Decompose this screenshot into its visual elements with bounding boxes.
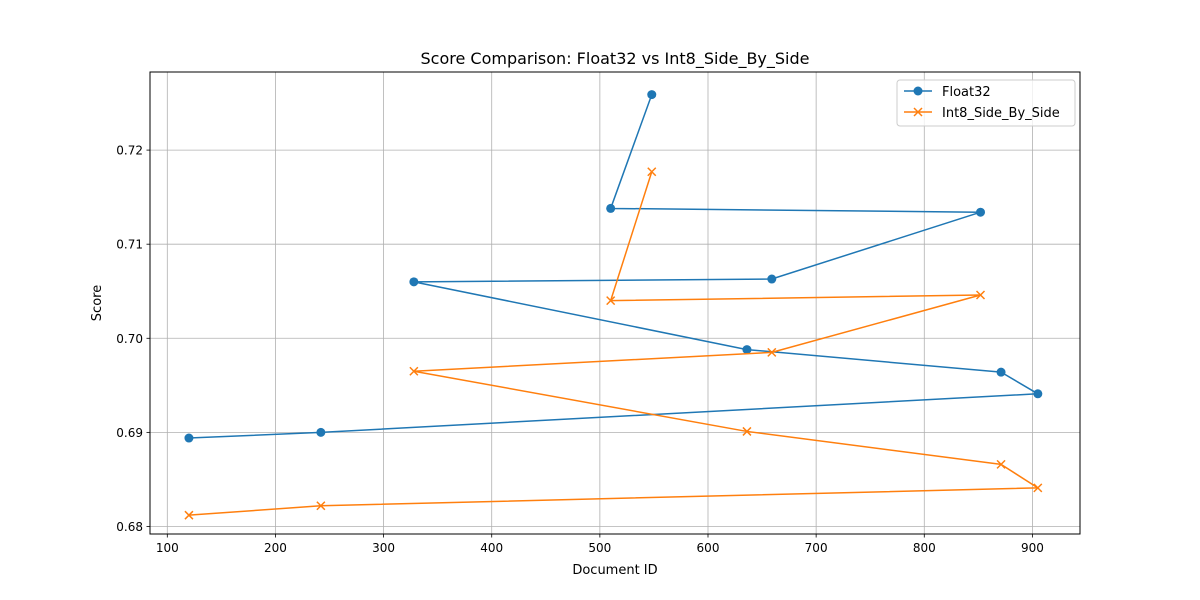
data-point-float32: [742, 345, 752, 355]
y-tick-label: 0.69: [116, 426, 143, 440]
data-point-float32: [409, 277, 419, 287]
x-tick-label: 800: [913, 541, 936, 555]
series-line-float32: [188, 94, 1039, 439]
series-line-int8-side-by-side: [188, 171, 1039, 516]
data-point-int8-side-by-side: [975, 290, 986, 300]
x-tick-label: 500: [588, 541, 611, 555]
data-point-int8-side-by-side: [742, 426, 752, 436]
data-point-int8-side-by-side: [647, 167, 657, 177]
chart-title: Score Comparison: Float32 vs Int8_Side_B…: [421, 49, 810, 69]
legend-label-float32: Float32: [942, 85, 991, 100]
data-point-float32: [184, 433, 194, 443]
data-point-float32: [767, 274, 777, 284]
x-tick-label: 100: [156, 541, 179, 555]
legend-label-int8: Int8_Side_By_Side: [942, 106, 1060, 121]
x-tick-label: 700: [805, 541, 828, 555]
data-point-float32: [647, 90, 657, 100]
data-point-float32: [1033, 389, 1043, 399]
data-point-float32: [976, 207, 986, 217]
data-point-int8-side-by-side: [316, 501, 326, 511]
legend: Float32 Int8_Side_By_Side: [896, 79, 1076, 127]
x-tick-label: 900: [1021, 541, 1044, 555]
data-point-int8-side-by-side: [996, 459, 1006, 469]
data-point-float32: [996, 367, 1006, 377]
legend-marker-float32: [913, 86, 923, 96]
legend-marker-int8: [913, 107, 923, 117]
y-tick-label: 0.71: [116, 238, 143, 252]
x-tick-label: 300: [372, 541, 395, 555]
data-point-int8-side-by-side: [767, 347, 777, 357]
data-point-int8-side-by-side: [409, 366, 419, 376]
data-point-int8-side-by-side: [184, 510, 194, 520]
y-tick-label: 0.68: [116, 520, 143, 534]
data-point-int8-side-by-side: [1033, 483, 1043, 493]
plot-frame: [149, 71, 1081, 535]
y-axis-label: Score: [90, 285, 105, 321]
x-tick-label: 600: [697, 541, 720, 555]
series-layer: [184, 90, 1043, 520]
x-tick-label: 200: [264, 541, 287, 555]
y-tick-label: 0.72: [116, 144, 143, 158]
grid-lines: [150, 72, 1080, 534]
data-point-float32: [316, 427, 326, 437]
axis-ticks: 100 200 300 400 500 600 700 800 900 0.68 0.69 0.70 0…: [116, 144, 1044, 555]
legend-box: [896, 79, 1076, 127]
x-tick-label: 400: [480, 541, 503, 555]
data-point-float32: [606, 203, 616, 213]
y-tick-label: 0.70: [116, 332, 143, 346]
data-point-int8-side-by-side: [606, 296, 616, 306]
x-axis-label: Document ID: [572, 563, 657, 578]
